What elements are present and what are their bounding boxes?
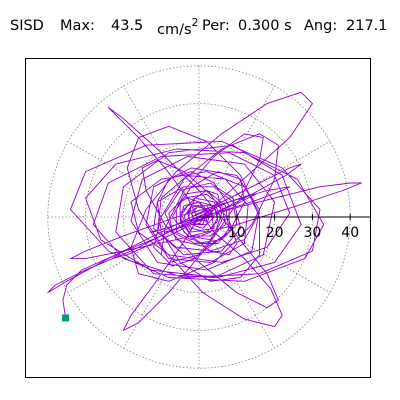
station-code: SISD <box>10 18 44 34</box>
period-label: Per: <box>202 18 230 34</box>
max-label: Max: <box>60 18 95 34</box>
max-unit: cm/s2 <box>157 16 199 38</box>
grid-spoke-60 <box>198 85 275 218</box>
trace-end-marker <box>62 314 70 322</box>
x-tick-label-10: 10 <box>228 225 246 241</box>
max-value: 43.5 <box>111 18 144 34</box>
max-unit-exponent: 2 <box>191 16 199 29</box>
polar-plot: 10 20 30 40 <box>47 65 370 369</box>
x-tick-label-20: 20 <box>266 225 284 241</box>
grid-spoke-330 <box>198 216 331 293</box>
angle-label: Ang: <box>304 18 338 34</box>
plot-frame: 10 20 30 40 <box>25 58 371 378</box>
period-value: 0.300 s <box>238 18 292 34</box>
x-tick-label-30: 30 <box>303 225 321 241</box>
grid-spoke-120 <box>123 85 200 218</box>
max-unit-text: cm/s <box>157 21 192 38</box>
angle-value: 217.1 <box>346 18 388 34</box>
grid-spoke-210 <box>67 216 200 293</box>
x-tick-label-40: 40 <box>341 225 359 241</box>
orbit-trace <box>47 91 362 331</box>
